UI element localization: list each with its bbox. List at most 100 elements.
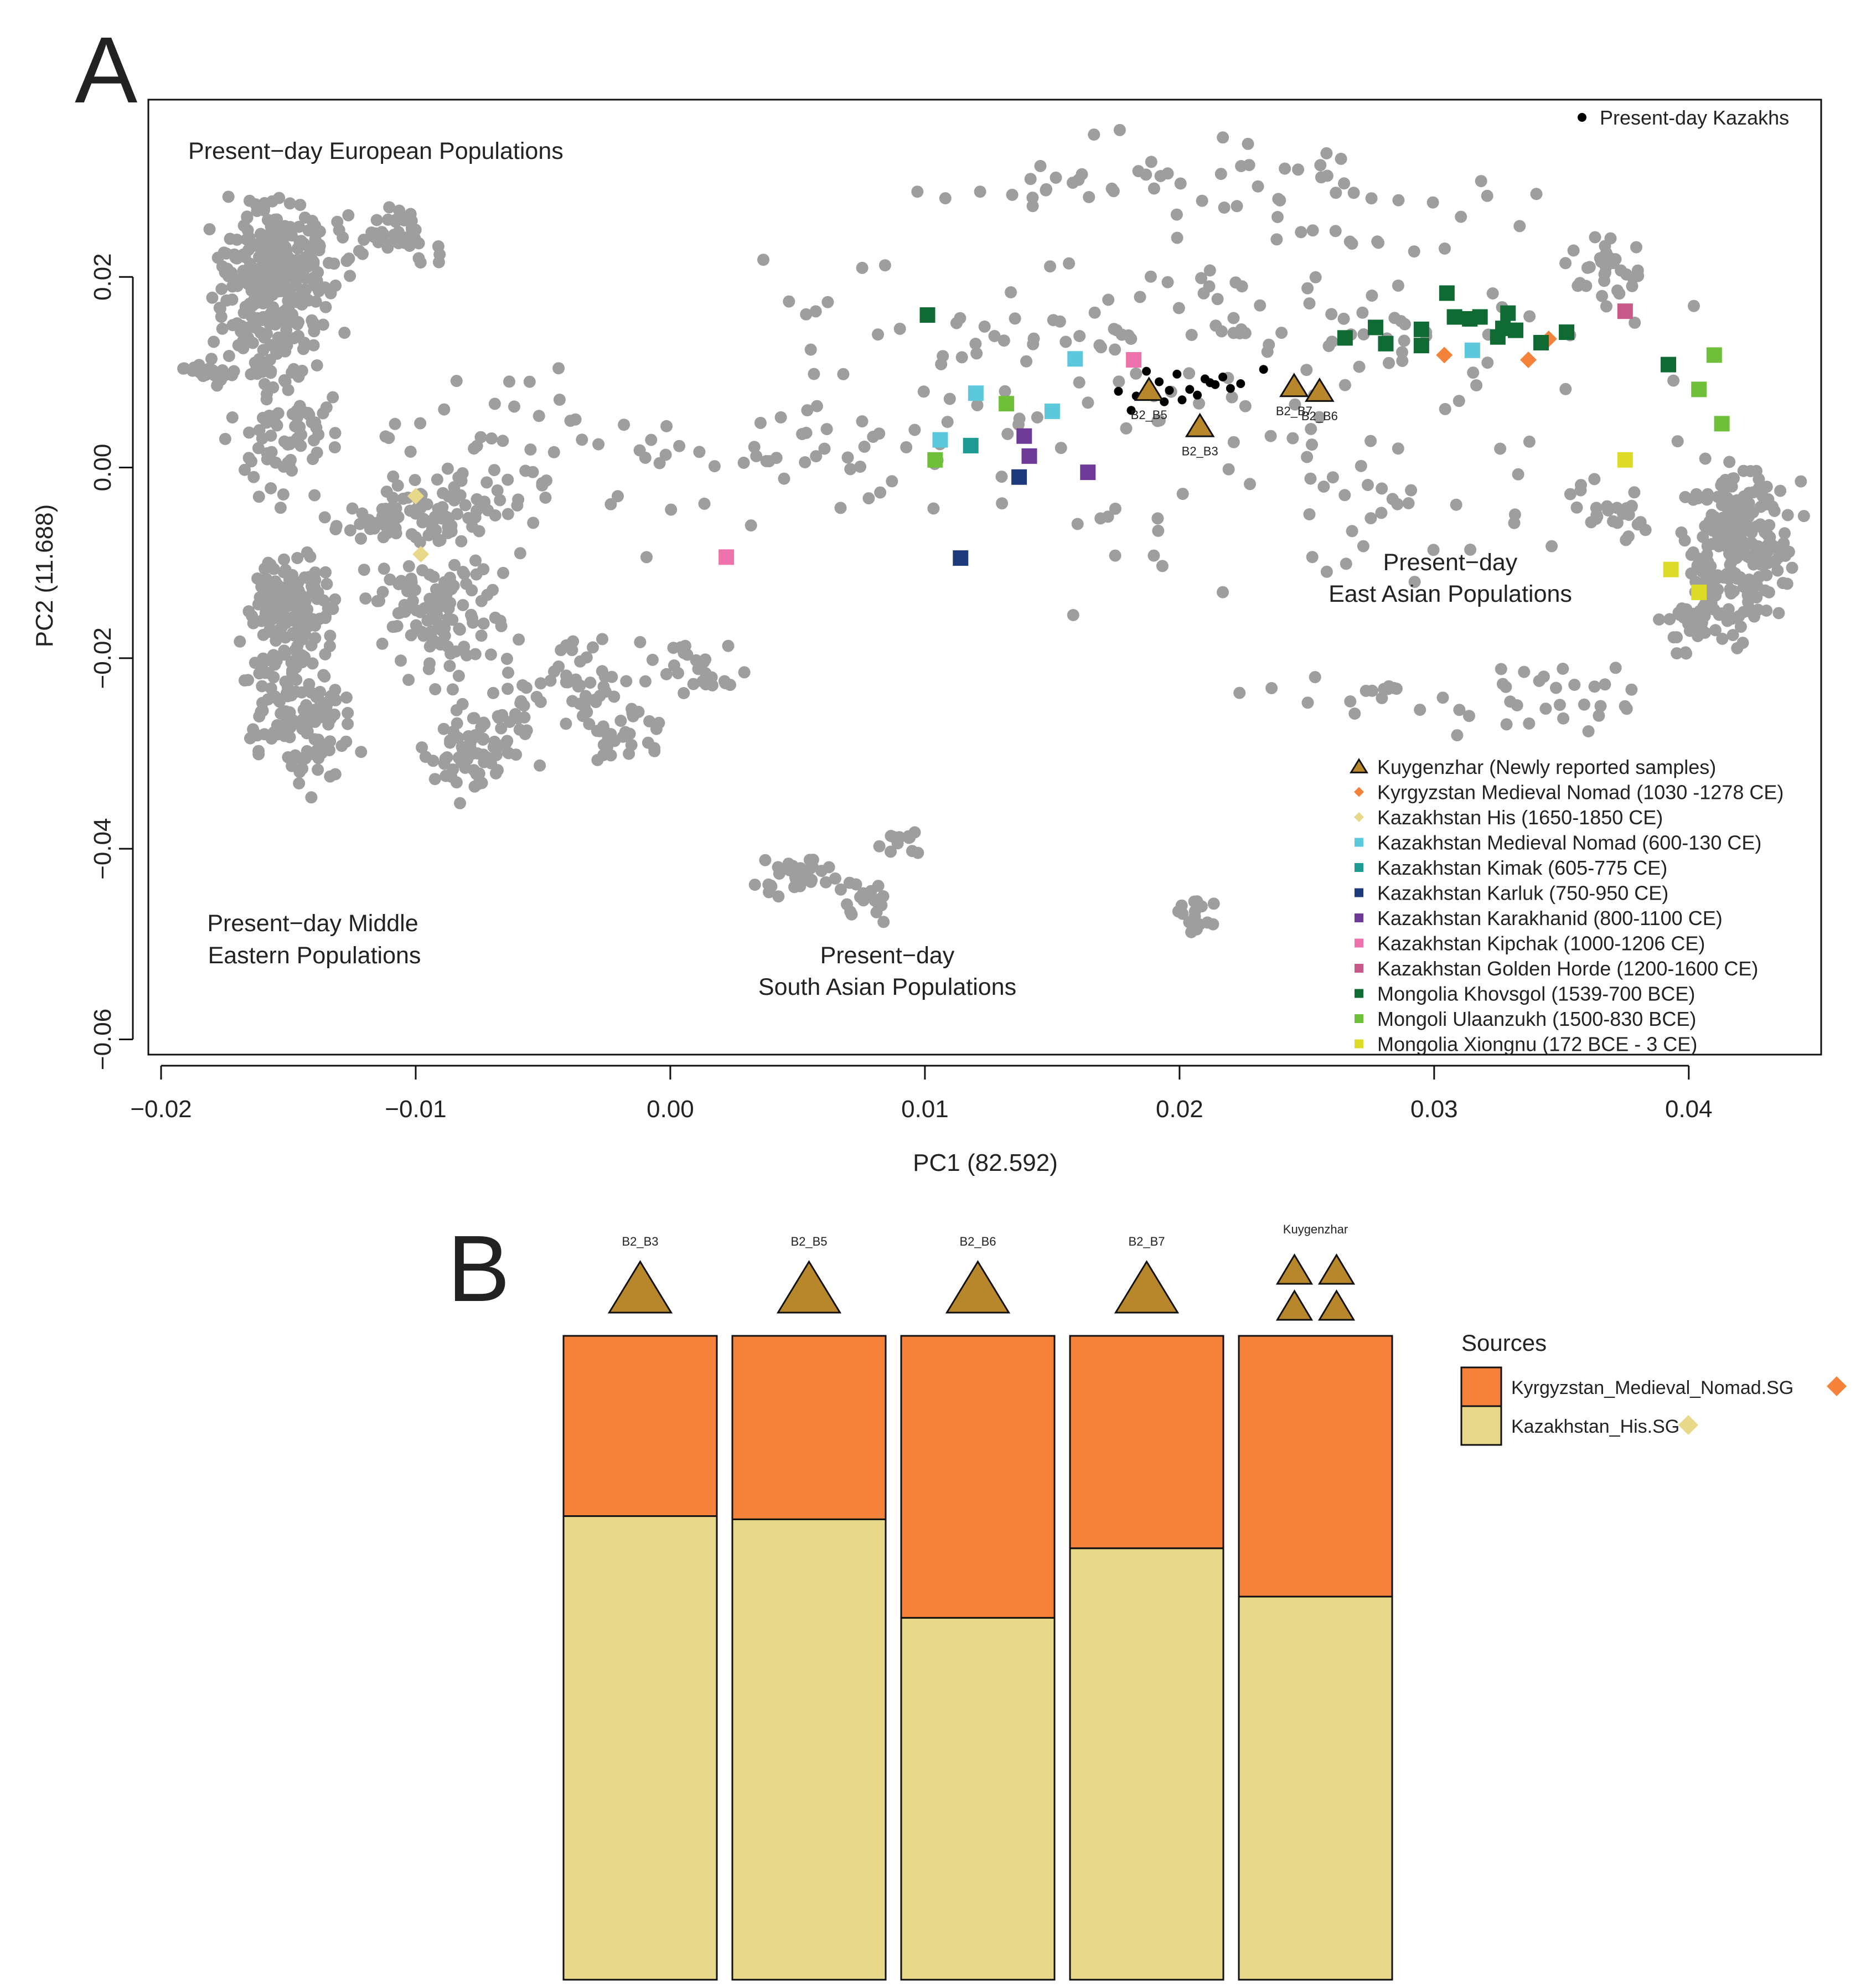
kuygenzhar-point: [1279, 373, 1309, 397]
reference-point: [266, 288, 279, 301]
reference-point: [997, 334, 1010, 347]
reference-point: [282, 384, 294, 396]
reference-point: [642, 736, 654, 749]
bar-segment-kazakhstan: [1238, 1595, 1393, 1981]
reference-point: [1630, 241, 1642, 254]
reference-point: [456, 698, 469, 710]
reference-point: [1301, 696, 1314, 709]
reference-point: [1076, 168, 1088, 180]
reference-point: [342, 209, 355, 221]
reference-point: [378, 228, 390, 241]
reference-point: [469, 554, 482, 567]
region-east-asian-line2: East Asian Populations: [1329, 581, 1572, 607]
reference-point: [305, 791, 318, 804]
reference-point: [290, 279, 302, 292]
reference-point: [1504, 695, 1517, 708]
reference-point: [389, 417, 401, 430]
reference-point: [438, 403, 451, 416]
reference-point: [383, 201, 396, 214]
reference-point: [856, 261, 869, 274]
reference-point: [1132, 165, 1145, 178]
reference-point: [397, 492, 410, 505]
reference-point: [1570, 501, 1583, 514]
reference-point: [391, 479, 404, 492]
reference-point: [448, 481, 461, 494]
reference-point: [527, 517, 540, 529]
reference-point: [996, 497, 1009, 510]
reference-point: [1231, 200, 1243, 213]
reference-point: [1786, 561, 1798, 574]
reference-point: [249, 239, 261, 251]
reference-point: [255, 615, 268, 627]
reference-point: [454, 797, 466, 809]
x-axis: −0.02 −0.01 0.00 0.01 0.02 0.03 0.04: [130, 1065, 1713, 1123]
reference-point: [344, 270, 356, 282]
reference-point: [1439, 402, 1451, 415]
reference-point: [255, 705, 267, 718]
reference-point: [459, 762, 472, 774]
reference-point: [943, 393, 956, 405]
reference-point: [1309, 271, 1322, 283]
reference-point: [242, 605, 255, 618]
reference-point: [597, 748, 610, 761]
reference-point: [1113, 123, 1126, 136]
reference-point: [438, 622, 451, 634]
kuygenzhar-triangle-icon: [1114, 1260, 1180, 1314]
reference-point: [263, 318, 276, 331]
reference-point: [1314, 159, 1327, 172]
kazakhstan_medieval_nomad-point: [1044, 403, 1060, 419]
reference-point: [327, 602, 339, 615]
reference-point: [465, 748, 478, 761]
reference-point: [696, 675, 709, 688]
reference-point: [273, 623, 286, 636]
kazakhstan_kipchak-point: [1126, 352, 1142, 368]
reference-point: [1055, 442, 1067, 455]
reference-point: [294, 254, 307, 267]
reference-point: [1026, 200, 1039, 213]
kuygenzhar-triangle-icon: [1275, 1253, 1314, 1285]
reference-point: [270, 345, 282, 358]
reference-point: [1044, 260, 1056, 273]
reference-point: [234, 635, 246, 648]
reference-point: [999, 385, 1011, 397]
reference-point: [457, 599, 469, 611]
reference-point: [247, 471, 260, 483]
reference-point: [343, 252, 355, 265]
y-axis: 0.02 0.00 −0.02 −0.04 −0.06: [89, 253, 134, 1070]
kuygenzhar-point: [1134, 376, 1164, 401]
reference-point: [255, 580, 268, 593]
reference-point: [900, 441, 913, 453]
reference-point: [596, 665, 608, 678]
reference-point: [1214, 168, 1227, 180]
reference-point: [379, 430, 392, 443]
reference-point: [800, 308, 813, 321]
reference-point: [1708, 521, 1720, 534]
reference-point: [1486, 287, 1499, 300]
reference-point: [1020, 355, 1033, 368]
legend-label: Kazakhstan Kipchak (1000-1206 CE): [1377, 932, 1705, 955]
reference-point: [1371, 235, 1384, 248]
kazakhs-point: [1226, 384, 1235, 393]
reference-point: [323, 257, 335, 269]
kuygenzhar-point: [1185, 412, 1215, 437]
reference-point: [242, 452, 255, 464]
reference-point: [342, 717, 354, 730]
reference-point: [202, 363, 215, 375]
kazakhs-point: [1155, 377, 1164, 386]
reference-point: [487, 686, 499, 699]
reference-point: [1088, 128, 1100, 141]
plot-frame: [147, 99, 1822, 1056]
reference-point: [297, 704, 310, 716]
reference-point: [1375, 507, 1388, 519]
reference-point: [298, 211, 311, 224]
reference-point: [1203, 280, 1216, 293]
reference-point: [244, 732, 256, 745]
reference-point: [1629, 316, 1641, 329]
reference-point: [502, 667, 514, 679]
reference-point: [295, 235, 307, 247]
reference-point: [1326, 471, 1339, 484]
reference-point: [299, 595, 312, 608]
reference-point: [634, 636, 647, 648]
reference-point: [1170, 208, 1183, 221]
reference-point: [829, 872, 841, 885]
